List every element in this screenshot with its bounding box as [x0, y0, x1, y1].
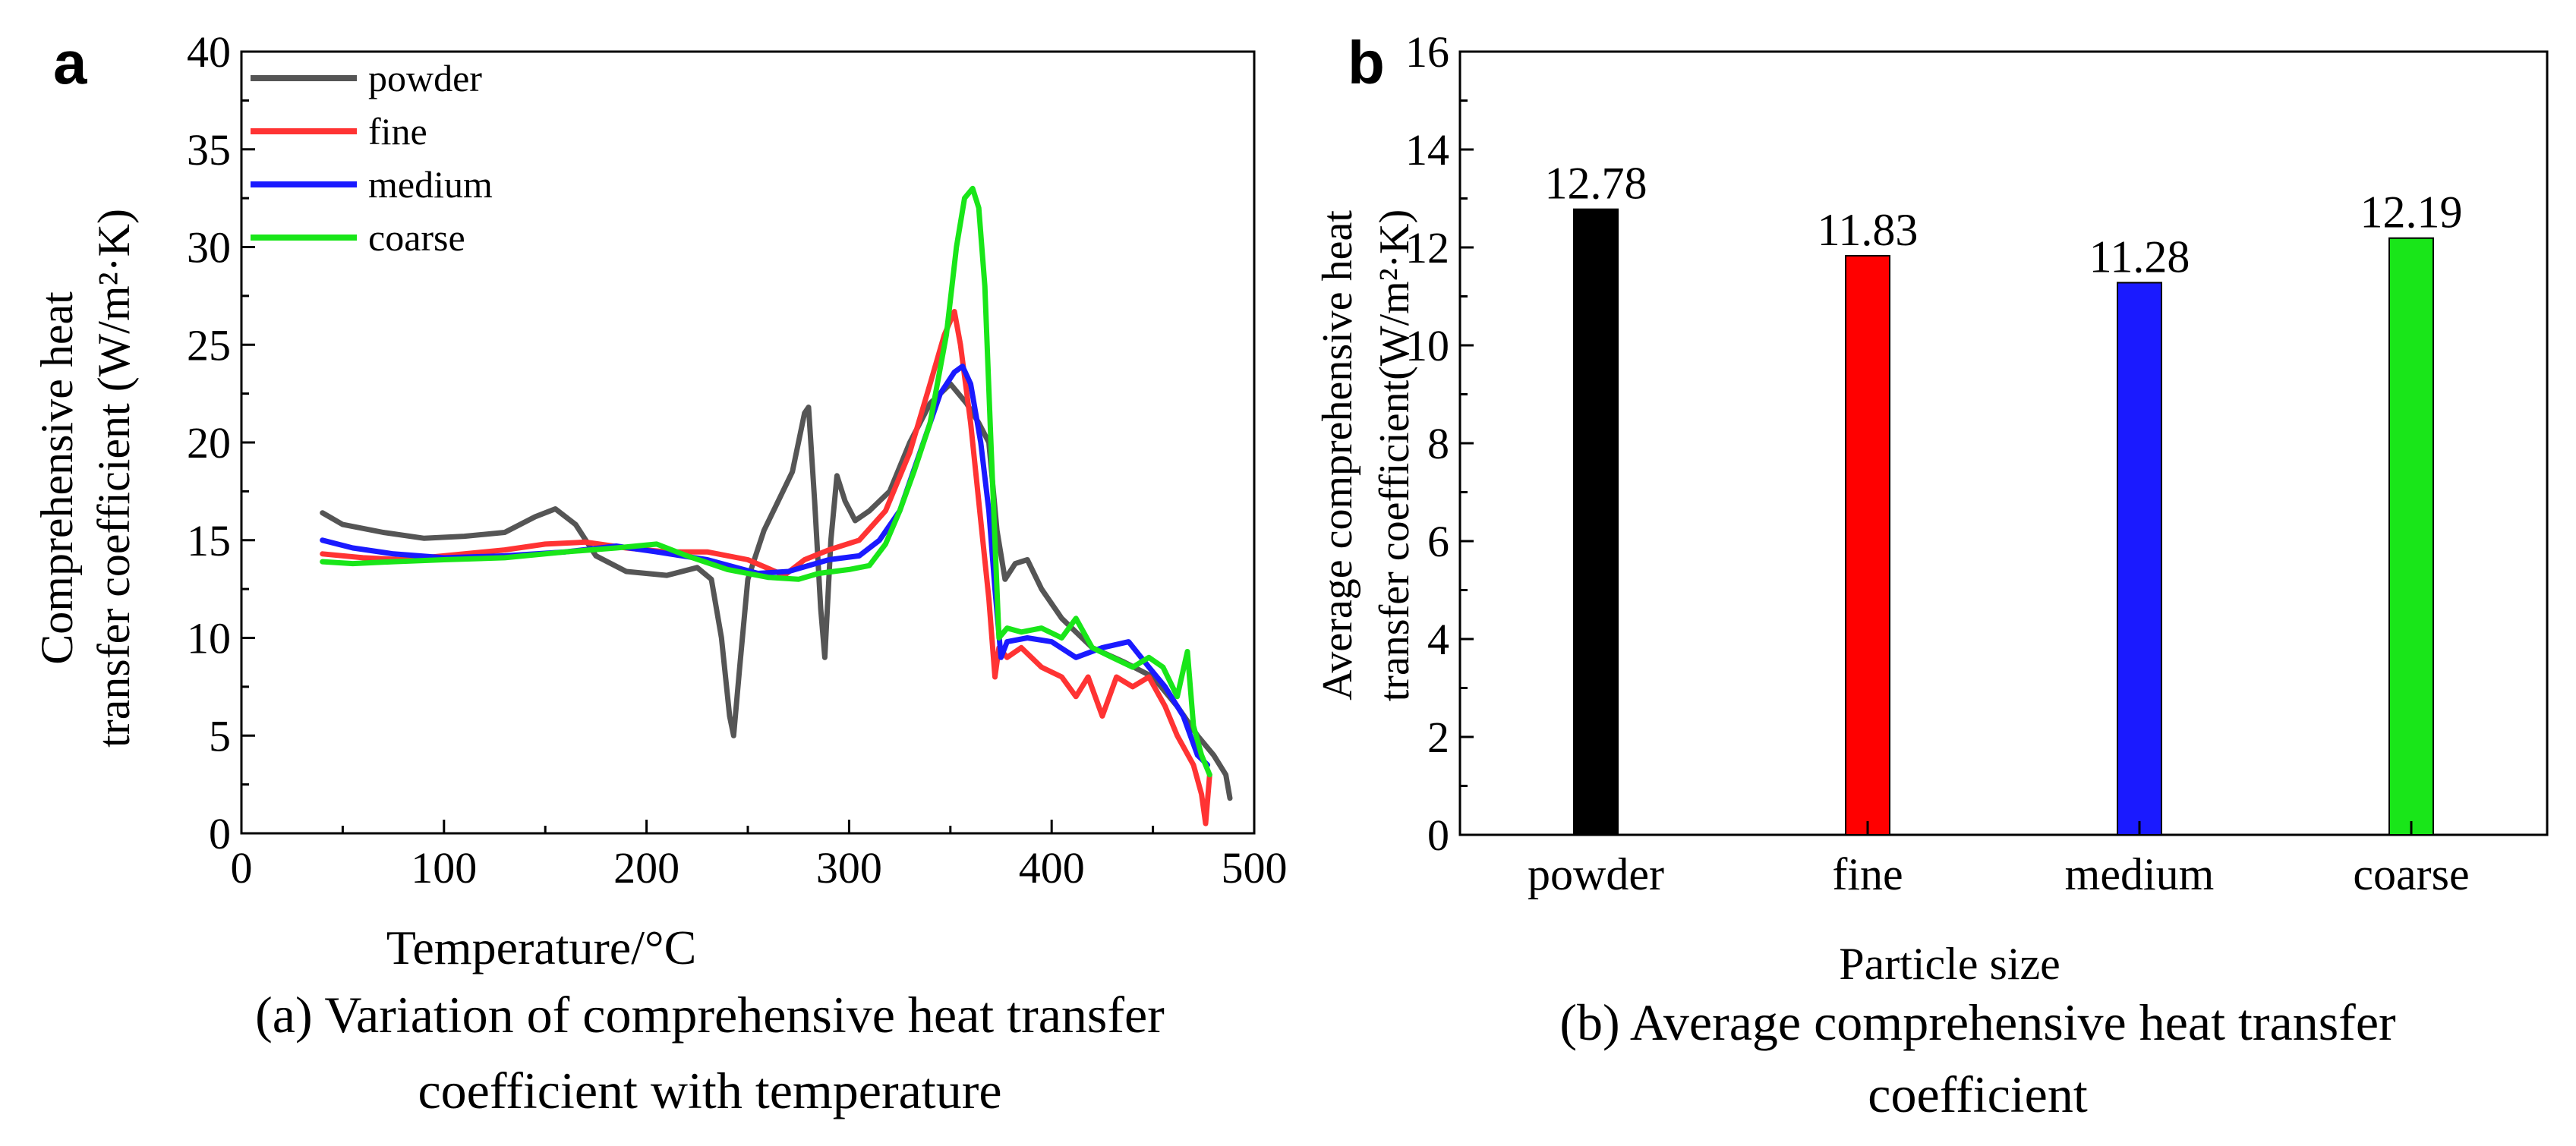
panel-a-y-tick-label: 10	[187, 614, 231, 663]
panel-b-x-tick-label-medium: medium	[2065, 849, 2215, 899]
panel-a-x-tick-label: 0	[231, 843, 253, 893]
panel-a-x-tick-label: 400	[1019, 843, 1085, 893]
panel-a-plot-area: 0 100 200 300 400 500 0 5 10 15 20 25 30 35 40 powder fi…	[187, 27, 1288, 893]
panel-a-caption-line1: (a) Variation of comprehensive heat tran…	[255, 986, 1165, 1044]
panel-b-y-tick-label: 14	[1405, 125, 1449, 175]
panel-b-y-tick-label: 10	[1405, 321, 1449, 370]
bar-fine	[1845, 254, 1890, 836]
legend-label-fine: fine	[368, 110, 427, 153]
panel-a-y-tick-label: 40	[187, 27, 231, 77]
panel-b-y-axis-label-line2: transfer coefficient(W/m²·K)	[1371, 209, 1418, 702]
panel-a-x-axis-label: Temperature/°C	[386, 921, 697, 974]
panel-a-y-tick-label: 20	[187, 418, 231, 468]
panel-a-y-tick-label: 30	[187, 223, 231, 272]
panel-b-y-tick-label: 0	[1427, 811, 1449, 860]
series-line-fine	[320, 309, 1212, 826]
panel-b-y-tick-label: 16	[1405, 27, 1449, 77]
panel-b-y-axis-label-line1: Average comprehensive heat	[1314, 210, 1361, 701]
panel-a-x-tick-label: 100	[411, 843, 477, 893]
panel-b-y-tick-label: 2	[1427, 713, 1449, 762]
legend-label-coarse: coarse	[368, 216, 465, 259]
panel-a-caption-line2: coefficient with temperature	[418, 1062, 1001, 1119]
panel-b-y-tick-label: 4	[1427, 615, 1449, 664]
panel-a-y-axis-label-line2: transfer coefficient (W/m²·K)	[89, 209, 139, 748]
panel-b-plot-area: 0 2 4 6 8 10 12 14 16 12.78 powder 11.83 fine 11.28 me…	[1405, 27, 2549, 899]
panel-a-y-tick-label: 15	[187, 516, 231, 565]
panel-b-x-tick-label-powder: powder	[1528, 849, 1664, 899]
panel-a-x-tick-label: 500	[1222, 843, 1288, 893]
panel-a-x-tick-label: 200	[613, 843, 679, 893]
bar-medium	[2117, 282, 2162, 836]
panel-a: a 0 100 200 300 400 500 0 5 10 15 20 25 30 35 40 powder…	[32, 27, 1288, 1119]
panel-a-y-tick-label: 25	[187, 320, 231, 370]
panel-b-x-axis-label: Particle size	[1839, 939, 2060, 989]
panel-b-caption-line1: (b) Average comprehensive heat transfer	[1559, 993, 2396, 1051]
legend-label-powder: powder	[368, 57, 482, 99]
bar-powder	[1573, 208, 1619, 836]
panel-b-label: b	[1348, 29, 1385, 96]
panel-b-y-tick-label: 12	[1405, 223, 1449, 272]
bar-value-label-fine: 11.83	[1818, 205, 1919, 255]
panel-b-y-tick-label: 8	[1427, 419, 1449, 468]
panel-b-y-tick-label: 6	[1427, 517, 1449, 566]
series-line-coarse	[320, 185, 1212, 778]
panel-a-label: a	[53, 29, 87, 96]
bar-value-label-powder: 12.78	[1545, 159, 1647, 209]
panel-b-x-tick-label-fine: fine	[1832, 849, 1903, 899]
series-line-powder	[320, 381, 1233, 801]
panel-b: b 0 2 4 6 8 10 12 14 16 12.78 powder 11.83 fine 11.28…	[1314, 27, 2549, 1123]
panel-a-y-tick-label: 0	[209, 809, 231, 858]
panel-a-x-tick-label: 300	[816, 843, 882, 893]
bar-coarse	[2388, 237, 2434, 836]
panel-a-y-tick-label: 5	[209, 711, 231, 760]
panel-a-y-tick-label: 35	[187, 125, 231, 175]
bar-value-label-medium: 11.28	[2089, 231, 2190, 282]
bar-value-label-coarse: 12.19	[2360, 187, 2463, 238]
panel-a-y-axis-label-line1: Comprehensive heat	[32, 291, 82, 665]
legend-label-medium: medium	[368, 163, 493, 206]
panel-b-x-tick-label-coarse: coarse	[2353, 849, 2469, 899]
panel-b-caption-line2: coefficient	[1868, 1066, 2088, 1123]
